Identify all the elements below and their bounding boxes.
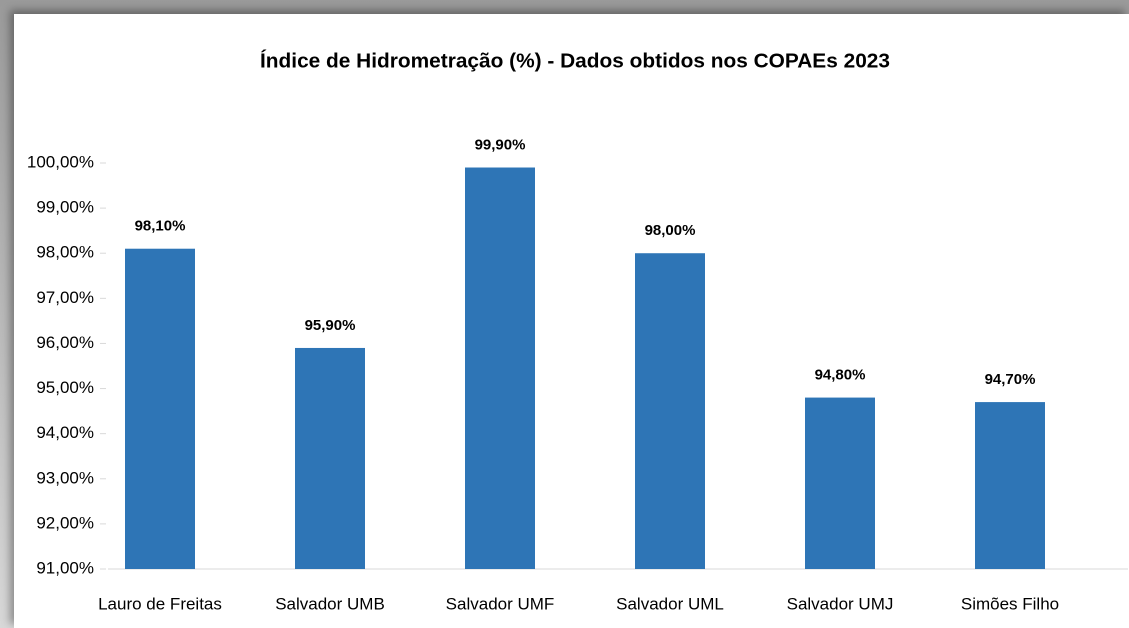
x-tick-label: Salvador UML (616, 594, 724, 613)
y-tick-label: 94,00% (36, 423, 94, 442)
x-tick-label: Salvador UMF (446, 594, 555, 613)
bar (975, 402, 1045, 569)
y-tick-label: 91,00% (36, 558, 94, 577)
y-tick-label: 93,00% (36, 468, 94, 487)
bar (805, 397, 875, 569)
bar (635, 253, 705, 569)
x-tick-label: Simões Filho (961, 594, 1059, 613)
value-label: 94,70% (985, 371, 1036, 388)
y-tick-label: 97,00% (36, 288, 94, 307)
value-label: 98,00% (645, 222, 696, 239)
value-label: 94,80% (815, 367, 866, 384)
y-tick-label: 100,00% (27, 152, 94, 171)
y-tick-label: 99,00% (36, 198, 94, 217)
bar (295, 347, 365, 569)
value-label: 98,10% (135, 218, 186, 235)
x-tick-label: Salvador UMB (275, 594, 385, 613)
bar (465, 167, 535, 569)
value-label: 99,90% (475, 136, 526, 153)
bar (125, 248, 195, 569)
y-tick-label: 92,00% (36, 513, 94, 532)
y-tick-label: 96,00% (36, 333, 94, 352)
x-tick-label: Salvador UMJ (787, 594, 894, 613)
y-tick-label: 95,00% (36, 378, 94, 397)
y-tick-label: 98,00% (36, 243, 94, 262)
panel (14, 14, 1129, 628)
value-label: 95,90% (305, 317, 356, 334)
chart-title: Índice de Hidrometração (%) - Dados obti… (260, 49, 890, 72)
x-tick-label: Lauro de Freitas (98, 594, 222, 613)
